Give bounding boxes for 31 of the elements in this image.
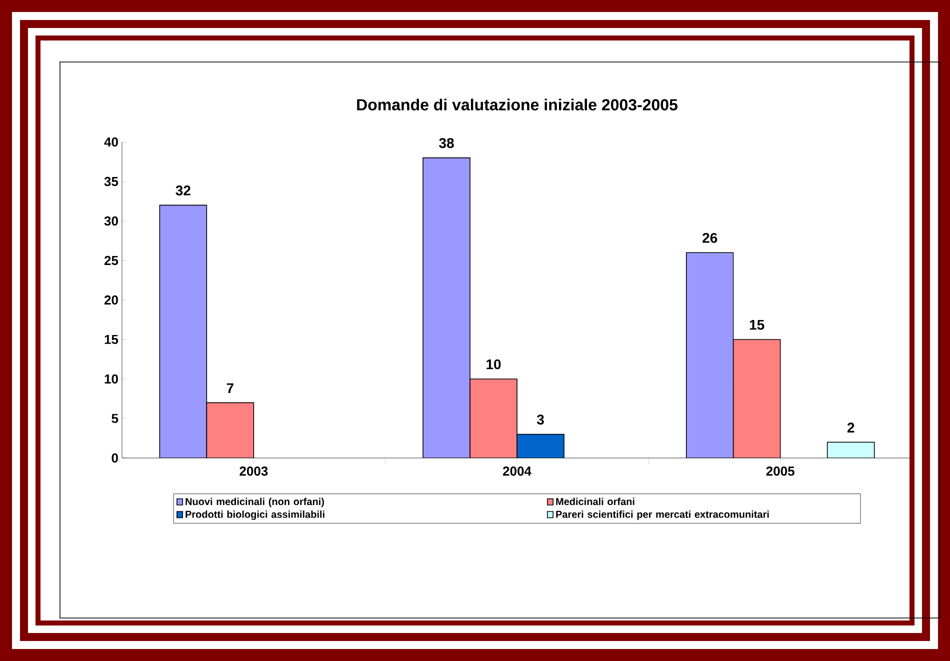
bar: [732, 339, 781, 458]
bar: [206, 402, 254, 458]
legend-label: Pareri scientifici per mercati extracomunitari: [556, 510, 769, 520]
x-tick-label: 2003: [240, 466, 268, 476]
bar: [159, 204, 208, 458]
y-tick-label: 25: [104, 256, 118, 266]
chart-title: Domande di valutazione iniziale 2003-2005: [357, 98, 678, 110]
y-tick-label: 15: [104, 334, 118, 344]
y-tick-label: 20: [104, 295, 118, 305]
legend-label: Nuovi medicinali (non orfani): [186, 498, 324, 508]
bar: [422, 157, 470, 458]
x-tick-label: 2004: [503, 466, 532, 476]
bar: [470, 378, 518, 458]
bar: [686, 252, 734, 458]
data-label: 3: [536, 414, 544, 425]
data-label: 38: [439, 138, 454, 148]
legend-label: Prodotti biologici assimilabili: [186, 510, 324, 520]
y-tick-label: 5: [112, 414, 118, 424]
data-label: 7: [226, 383, 234, 393]
y-tick-label: 10: [104, 374, 118, 384]
x-tick-label: 2005: [766, 466, 794, 476]
data-label: 10: [486, 359, 501, 370]
data-label: 26: [702, 232, 718, 243]
data-label: 15: [750, 320, 764, 330]
data-label: 2: [847, 422, 854, 432]
legend-label: Medicinali orfani: [556, 498, 634, 506]
y-tick-label: 0: [112, 453, 118, 463]
y-tick-label: 30: [104, 216, 118, 226]
y-tick-label: 40: [104, 137, 118, 147]
y-tick-label: 35: [104, 176, 118, 186]
data-label: 32: [176, 186, 190, 196]
